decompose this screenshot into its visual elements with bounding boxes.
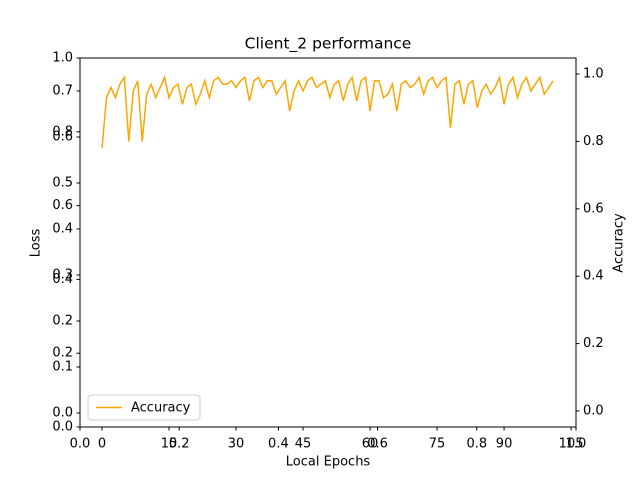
x-tick-label: 0.2	[169, 437, 190, 452]
y-tick-label: 0.2	[52, 346, 73, 361]
x-tick-label: 45	[295, 437, 312, 452]
x-tick-label: 105	[559, 437, 584, 452]
y2-tick-label: 0.6	[583, 201, 604, 216]
y2-tick-label: 0.8	[583, 134, 604, 149]
y-tick-label: 0.4	[52, 272, 73, 287]
y2-tick-label: 1.0	[583, 67, 604, 82]
y-tick-label: 0.7	[52, 83, 73, 98]
y-tick-label: 0.6	[52, 198, 73, 213]
y-tick-label: 0.2	[52, 314, 73, 329]
x-tick-label: 15	[161, 437, 178, 452]
y2-tick-label: 0.2	[583, 336, 604, 351]
accuracy-line	[101, 74, 554, 149]
x-tick-label: 0.8	[466, 437, 487, 452]
y-tick-label: 0.5	[52, 175, 73, 190]
x-tick-label: 75	[429, 437, 446, 452]
x-tick-label: 30	[228, 437, 245, 452]
y-axis-label: Loss	[29, 229, 44, 258]
x-tick-label: 0.4	[268, 437, 289, 452]
x-tick-label: 0	[98, 437, 106, 452]
y-tick-label: 0.8	[52, 124, 73, 139]
y-tick-label: 0.0	[52, 406, 73, 421]
plot-frame	[79, 57, 577, 428]
y2-axis-label: Accuracy	[612, 213, 627, 273]
y-tick-label: 0.4	[52, 221, 73, 236]
y2-tick-label: 0.0	[583, 403, 604, 418]
chart-title: Client_2 performance	[245, 35, 412, 54]
y-tick-label: 0.1	[52, 360, 73, 375]
y2-tick-label: 0.4	[583, 269, 604, 284]
y-tick-label: 1.0	[52, 51, 73, 66]
y-tick-label: 0.0	[52, 420, 73, 435]
y-tick-label: 0.6	[52, 129, 73, 144]
x-tick-label: 0.0	[70, 437, 91, 452]
x-tick-label: 0.6	[367, 437, 388, 452]
x-axis-label: Local Epochs	[286, 455, 371, 470]
legend-label: Accuracy	[131, 401, 191, 416]
x-tick-label: 90	[496, 437, 513, 452]
legend-box	[87, 394, 201, 421]
x-tick-label: 60	[362, 437, 379, 452]
x-tick-label: 1.0	[566, 437, 587, 452]
y-tick-label: 0.3	[52, 268, 73, 283]
